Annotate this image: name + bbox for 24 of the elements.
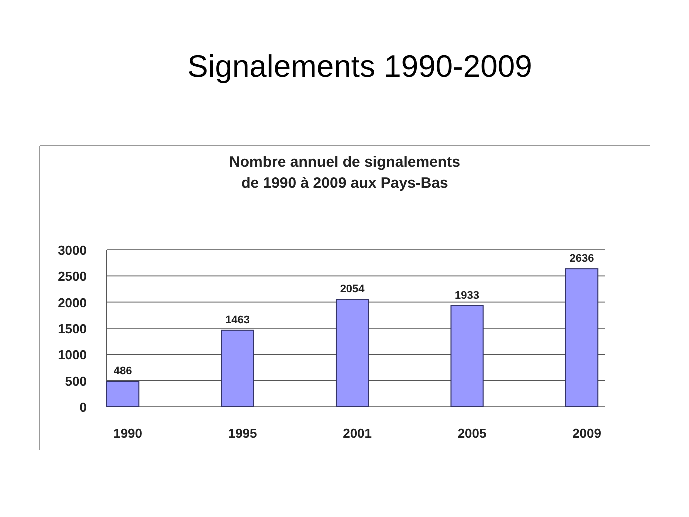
y-tick-label: 0 xyxy=(80,400,87,415)
chart-subtitle: Nombre annuel de signalements de 1990 à 2009 aux Pays-Bas xyxy=(230,154,460,192)
data-label: 1933 xyxy=(455,290,480,302)
data-label: 486 xyxy=(114,366,132,378)
bar xyxy=(565,268,599,408)
y-tick-label: 500 xyxy=(65,374,87,389)
y-tick-label: 3000 xyxy=(58,243,87,258)
x-tick-label: 1995 xyxy=(228,426,258,441)
y-tick-label: 2500 xyxy=(58,269,87,284)
y-tick-label: 2000 xyxy=(58,295,87,310)
bar xyxy=(336,299,370,408)
y-tick-label: 1000 xyxy=(58,348,87,363)
data-label: 2054 xyxy=(340,284,366,296)
y-tick-label: 1500 xyxy=(58,322,87,336)
data-label: 2636 xyxy=(570,253,594,266)
x-tick-label: 1990 xyxy=(114,426,143,441)
data-label: 1463 xyxy=(226,314,250,326)
x-tick-label: 2001 xyxy=(343,426,372,441)
x-tick-label: 2005 xyxy=(458,426,487,441)
chart-title: Signalements 1990-2009 xyxy=(188,49,532,84)
bar xyxy=(106,381,140,408)
bar xyxy=(450,305,484,408)
x-tick-label: 2009 xyxy=(572,426,602,441)
bar xyxy=(221,330,254,408)
